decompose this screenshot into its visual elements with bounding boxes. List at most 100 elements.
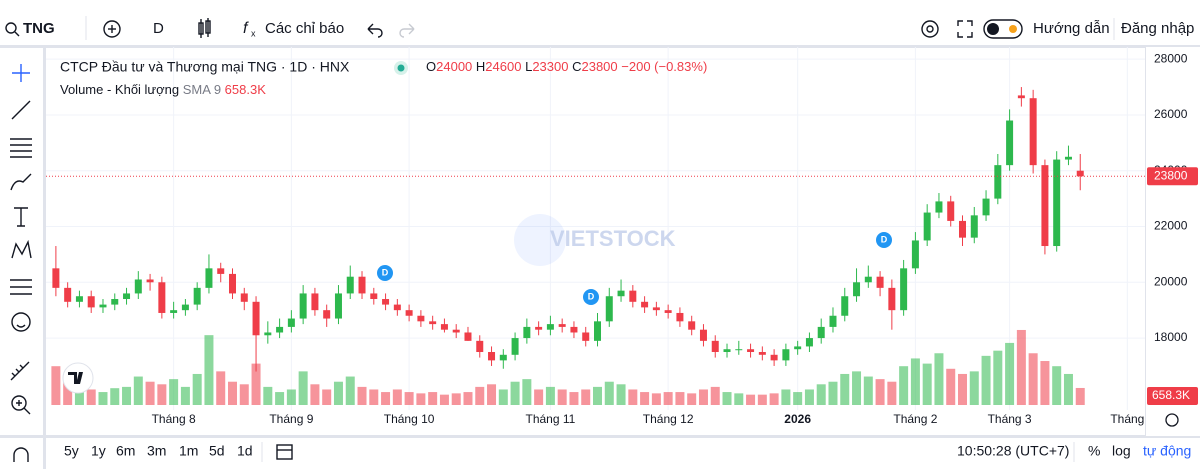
event-marker-label: D	[382, 267, 389, 277]
candle-body	[688, 321, 696, 330]
volume-bar	[840, 373, 850, 405]
candle-body	[229, 273, 236, 294]
auto-toggle[interactable]: tự động	[1143, 443, 1191, 459]
status-dot	[397, 64, 405, 72]
crosshair-tool[interactable]	[12, 64, 30, 82]
fullscreen-icon[interactable]	[957, 20, 973, 38]
candle-body	[558, 324, 566, 327]
volume-bar	[757, 394, 767, 405]
pattern-tool[interactable]	[11, 239, 32, 259]
event-marker[interactable]	[583, 289, 599, 305]
range-button[interactable]: 5y	[64, 443, 79, 459]
chart: 18000 20000 22000 24000 26000 28000 Tháng 8 Thá…	[46, 47, 1200, 436]
price-axis	[1145, 47, 1200, 436]
event-marker[interactable]	[876, 232, 892, 248]
candle-body	[134, 279, 142, 294]
candle-body	[405, 310, 413, 316]
fx-icon[interactable]: f	[243, 20, 249, 37]
tv-logo[interactable]	[62, 362, 94, 394]
candle-body	[817, 326, 825, 339]
last-volume-tag	[1147, 386, 1198, 405]
text-tool[interactable]	[14, 207, 28, 227]
symbol[interactable]: TNG	[23, 20, 55, 37]
volume-bar	[216, 371, 226, 405]
candle-body	[393, 304, 401, 311]
redo-icon[interactable]	[399, 23, 415, 38]
candle-body	[535, 326, 543, 330]
range-button[interactable]: 1d	[237, 443, 253, 459]
candle-body	[676, 312, 684, 322]
candle-body	[1053, 159, 1061, 247]
calendar-icon[interactable]	[276, 444, 293, 460]
zoom-tool[interactable]	[11, 395, 27, 411]
candle-body	[994, 165, 1002, 199]
candle-body	[334, 293, 342, 319]
candle-body	[652, 307, 660, 311]
y-tick-label: 28000	[1154, 51, 1188, 65]
volume-bar	[875, 379, 885, 405]
volume-bar	[828, 381, 838, 405]
volume-bar	[439, 394, 449, 405]
volume-bar	[157, 384, 167, 405]
candle-body	[629, 290, 637, 302]
candle-body	[523, 326, 531, 339]
trendline-tool[interactable]	[11, 100, 31, 120]
volume-bar	[522, 379, 532, 405]
candle-body	[287, 318, 295, 327]
volume-bar	[616, 384, 626, 405]
volume-bar	[345, 376, 355, 405]
candle-body	[935, 201, 943, 213]
volume-bar	[640, 392, 650, 405]
ohlc-value: 23800	[581, 59, 617, 74]
volume-bar	[769, 393, 779, 405]
candle-body	[346, 276, 354, 294]
compare-icon[interactable]	[103, 20, 121, 38]
emoji-tool[interactable]	[11, 312, 31, 332]
interval[interactable]: D	[153, 20, 164, 37]
guide-link[interactable]: Hướng dẫn	[1033, 20, 1110, 37]
last-volume-label: 658.3K	[1152, 388, 1190, 402]
candle-body	[911, 240, 919, 269]
range-button[interactable]: 1y	[91, 443, 106, 459]
indicators-button[interactable]: Các chỉ báo	[265, 20, 344, 37]
ruler-tool[interactable]	[10, 361, 30, 381]
volume-title: Volume - Khối lượng	[60, 82, 179, 97]
candle-body	[217, 268, 225, 274]
candle-body	[476, 340, 484, 353]
magnet-tool[interactable]	[13, 447, 29, 462]
y-tick-label: 18000	[1154, 330, 1188, 344]
volume-bar	[381, 392, 391, 405]
range-button[interactable]: 5d	[209, 443, 225, 459]
prediction-tool[interactable]	[10, 279, 32, 295]
brush-tool[interactable]	[10, 173, 32, 191]
candle-body	[923, 212, 931, 241]
log-toggle[interactable]: log	[1112, 443, 1131, 459]
fib-tool[interactable]	[10, 138, 32, 158]
volume-bar	[475, 386, 485, 405]
candle-body	[370, 293, 378, 300]
range-button[interactable]: 1m	[179, 443, 198, 459]
percent-toggle[interactable]: %	[1088, 443, 1100, 459]
ohlc-value: 23300	[532, 59, 568, 74]
volume-bar	[204, 335, 214, 405]
candle-body	[1017, 95, 1025, 99]
range-button[interactable]: 3m	[147, 443, 166, 459]
candle-body	[111, 299, 119, 305]
volume-bar	[263, 386, 273, 405]
candle-body	[488, 352, 496, 361]
volume-bar	[593, 386, 602, 405]
candle-body	[511, 338, 519, 355]
event-marker[interactable]	[377, 265, 393, 281]
axis-settings-icon[interactable]	[1165, 413, 1179, 427]
settings-icon[interactable]	[921, 20, 939, 38]
x-tick-label: Tháng 10	[384, 412, 435, 426]
volume-bar	[286, 389, 296, 405]
candle-body	[970, 215, 978, 238]
candle-body	[499, 354, 507, 361]
range-button[interactable]: 6m	[116, 443, 135, 459]
volume-bar	[1040, 361, 1050, 405]
search-icon[interactable]	[5, 22, 17, 34]
volume-bar	[793, 392, 803, 405]
login-link[interactable]: Đăng nhập	[1121, 20, 1194, 37]
undo-icon[interactable]	[367, 23, 383, 38]
